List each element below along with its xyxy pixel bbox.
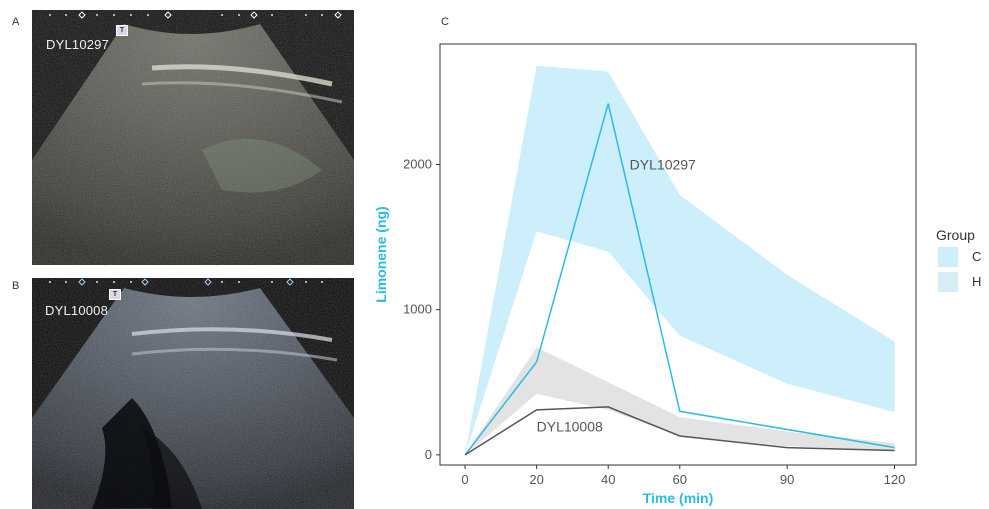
x-tick-label: 90: [780, 472, 794, 487]
x-tick-label: 20: [529, 472, 543, 487]
annotation-label: DYL10008: [537, 419, 603, 435]
legend-item-c: C: [936, 247, 981, 268]
ultrasound-scan-b: [32, 278, 354, 509]
legend-label-h: H: [972, 274, 982, 289]
y-tick-label: 0: [425, 447, 432, 462]
x-tick-label: 120: [884, 472, 906, 487]
probe-marker-icon: T: [116, 25, 128, 36]
legend-title: Group: [936, 227, 975, 243]
legend: Group C H: [936, 227, 981, 293]
legend-key-h: [938, 272, 958, 292]
x-tick-label: 0: [461, 472, 468, 487]
band-h: [465, 347, 895, 455]
annotation-label: DYL10297: [630, 156, 696, 172]
panel-b-sample-label: DYL10008: [45, 303, 109, 318]
legend-item-h: H: [936, 272, 981, 293]
series-line-dyl10008: [464, 406, 895, 456]
y-axis-label: Limonene (ng): [373, 206, 389, 302]
panel-a-letter: A: [12, 16, 20, 28]
panel-b-ultrasound-image: T DYL10008: [32, 278, 354, 509]
panel-a-ultrasound-image: T DYL10297: [32, 10, 354, 265]
plot-frame: [439, 43, 917, 466]
x-tick-label: 60: [673, 472, 687, 487]
panel-a-sample-label: DYL10297: [46, 37, 110, 52]
band-c: [465, 65, 895, 455]
x-tick-label: 40: [601, 472, 615, 487]
series-line-dyl10297: [464, 103, 895, 456]
panel-c-letter: C: [441, 16, 449, 28]
x-axis-label: Time (min): [643, 490, 714, 506]
panel-b-letter: B: [12, 280, 20, 292]
probe-marker-icon: T: [109, 289, 121, 300]
y-tick-label: 1000: [403, 302, 432, 317]
y-tick-label: 2000: [403, 156, 432, 171]
legend-key-c: [938, 247, 958, 267]
ultrasound-scan-a: [32, 10, 354, 265]
legend-label-c: C: [972, 249, 982, 264]
